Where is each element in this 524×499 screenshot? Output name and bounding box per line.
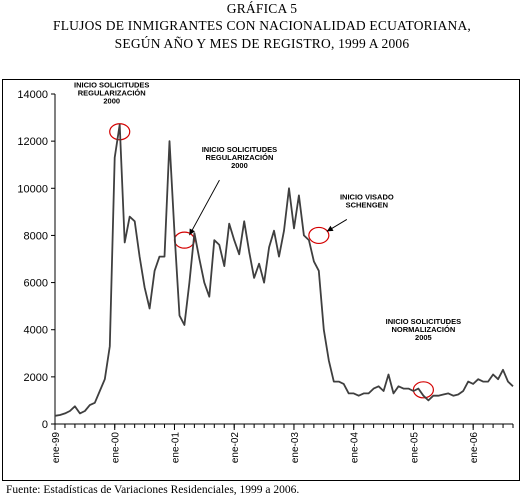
chart-series <box>54 123 514 417</box>
x-tick-label: ene-03 <box>290 432 301 464</box>
x-tick-label: ene-05 <box>409 432 420 464</box>
annotation-label-line: REGULARIZACIÓN <box>78 89 146 98</box>
x-tick-label: ene-99 <box>51 432 62 464</box>
annotation-label-line: INICIO SOLICITUDES <box>386 317 461 326</box>
series-line <box>54 123 514 417</box>
x-tick-label: ene-01 <box>170 432 181 464</box>
x-tick-label: ene-04 <box>350 432 361 464</box>
annotation-label-line: INICIO SOLICITUDES <box>202 145 277 154</box>
annotation-label: INICIO VISADO SCHENGEN <box>340 192 394 209</box>
x-tick-label: ene-00 <box>111 432 122 464</box>
annotation-label: INICIO SOLICITUDES REGULARIZACIÓN 2000 <box>202 145 277 170</box>
chart-annotations: INICIO SOLICITUDES REGULARIZACIÓN 2000INIC… <box>74 81 461 399</box>
x-tick-label: ene-02 <box>230 432 241 464</box>
annotation-label-line: SCHENGEN <box>346 200 389 209</box>
chart-frame: 0 2000 4000 6000 8000 10000 12000 14000 ene-99 en… <box>2 79 520 481</box>
annotation-arrowhead <box>189 228 195 236</box>
annotation-circle <box>412 381 434 399</box>
y-tick-label: 14000 <box>17 89 48 101</box>
y-tick-label: 0 <box>42 419 48 431</box>
annotation-label-line: INICIO VISADO <box>340 192 394 201</box>
y-tick-label: 12000 <box>17 136 48 148</box>
annotation-arrowhead <box>326 225 334 232</box>
y-tick-label: 4000 <box>24 325 48 337</box>
annotation-circle <box>308 226 330 245</box>
annotation-label: INICIO SOLICITUDES REGULARIZACIÓN 2000 <box>74 81 149 106</box>
annotation-label-line: 2000 <box>103 97 120 106</box>
chart-title-line-2: SEGÚN AÑO Y MES DE REGISTRO, 1999 A 2006 <box>114 36 410 51</box>
source-note: Fuente: Estadísticas de Variaciones Resi… <box>6 484 300 496</box>
annotation-arrow <box>189 179 220 236</box>
y-tick-label: 6000 <box>24 278 48 290</box>
annotation-label-line: INICIO SOLICITUDES <box>74 81 149 90</box>
chart-title-line-1: FLUJOS DE INMIGRANTES CON NACIONALIDAD E… <box>53 18 471 33</box>
y-tick-label: 8000 <box>24 230 48 242</box>
y-tick-label: 2000 <box>24 372 48 384</box>
x-tick-label: ene-06 <box>469 432 480 464</box>
y-tick-label: 10000 <box>17 183 48 195</box>
annotation-label: INICIO SOLICITUDES NORMALIZACIÓN 2005 <box>386 317 461 342</box>
chart-axes: 0 2000 4000 6000 8000 10000 12000 14000 ene-99 en… <box>17 89 514 464</box>
annotation-circle <box>173 231 196 249</box>
annotation-label-line: 2005 <box>415 333 432 342</box>
annotation-label-line: 2000 <box>231 161 248 170</box>
figure-number: GRÁFICA 5 <box>226 1 298 16</box>
annotation-label-line: NORMALIZACIÓN <box>392 325 456 334</box>
annotation-label-line: REGULARIZACIÓN <box>205 153 273 162</box>
line-chart: 0 2000 4000 6000 8000 10000 12000 14000 ene-99 en… <box>17 81 514 464</box>
